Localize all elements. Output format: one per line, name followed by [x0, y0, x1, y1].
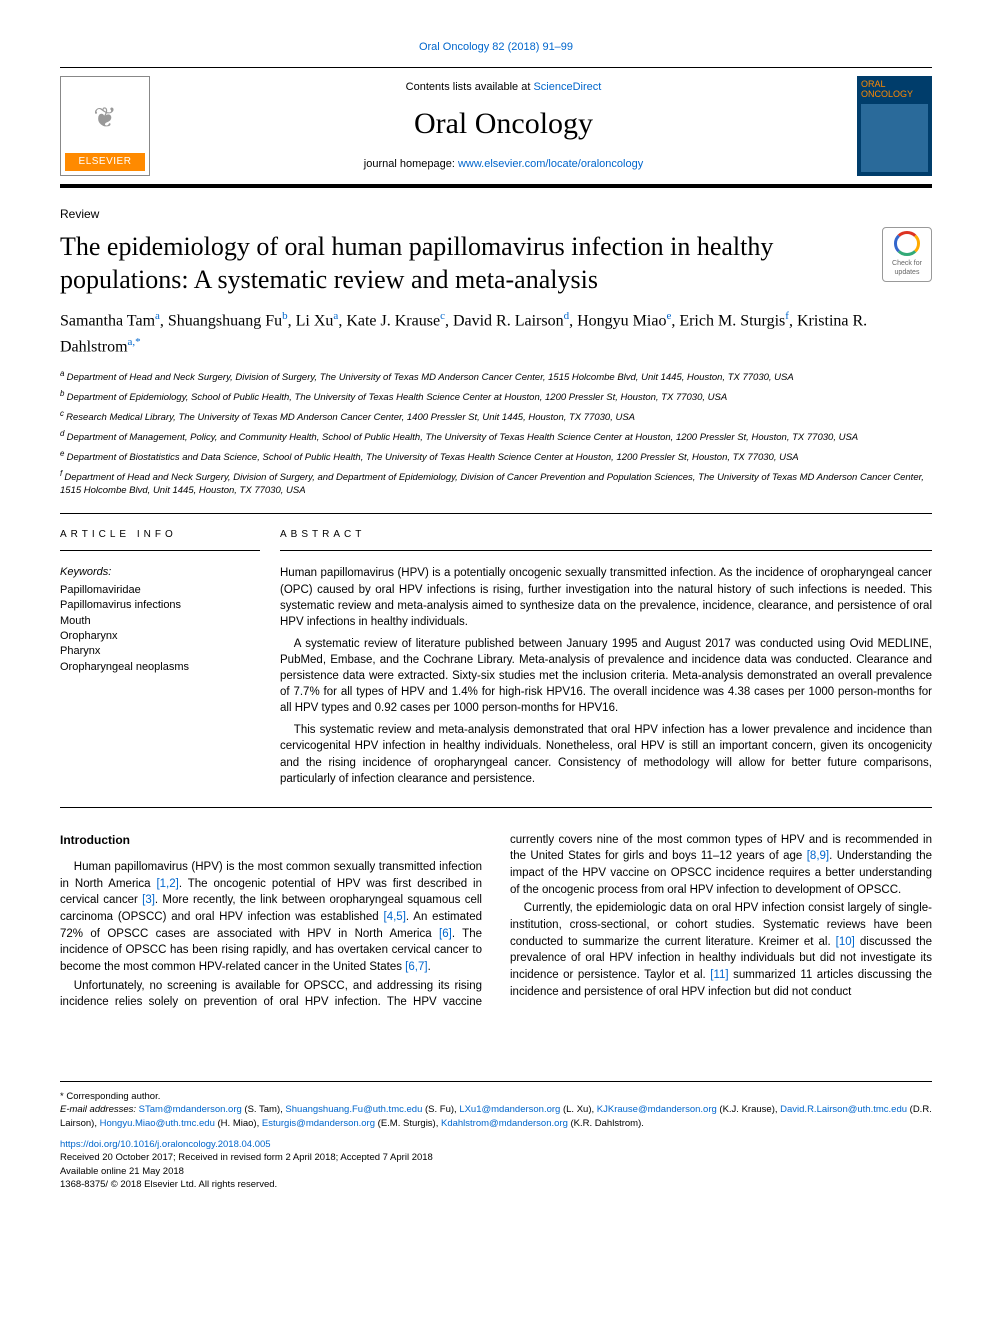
keywords-list: PapillomaviridaePapillomavirus infection…	[60, 583, 260, 675]
cover-image	[861, 104, 928, 172]
crossmark-label: Check for updates	[886, 259, 928, 279]
introduction-heading: Introduction	[60, 832, 482, 849]
abstract-paragraph: Human papillomavirus (HPV) is a potentia…	[280, 565, 932, 629]
email-link[interactable]: LXu1@mdanderson.org	[459, 1104, 560, 1115]
ref-link[interactable]: [1,2]	[156, 878, 178, 890]
doi-link[interactable]: https://doi.org/10.1016/j.oraloncology.2…	[60, 1138, 932, 1151]
email-author-label: (S. Tam),	[242, 1104, 286, 1115]
intro-p3: Currently, the epidemiologic data on ora…	[510, 900, 932, 1000]
author-affiliation-marker: a,*	[128, 336, 141, 348]
author: Hongyu Miao	[577, 313, 666, 330]
cover-title: ORAL ONCOLOGY	[861, 80, 928, 100]
journal-name: Oral Oncology	[165, 103, 842, 145]
email-author-label: (H. Miao),	[215, 1118, 262, 1129]
intro-p1: Human papillomavirus (HPV) is the most c…	[60, 859, 482, 976]
ref-link[interactable]: [10]	[836, 936, 855, 948]
article-body: Introduction Human papillomavirus (HPV) …	[60, 832, 932, 1011]
email-link[interactable]: Esturgis@mdanderson.org	[262, 1118, 375, 1129]
affiliation: b Department of Epidemiology, School of …	[60, 389, 932, 405]
keyword: Oropharynx	[60, 629, 260, 644]
journal-cover-thumbnail: ORAL ONCOLOGY	[857, 76, 932, 176]
author-affiliation-marker: d	[564, 310, 570, 322]
author: Li Xu	[296, 313, 334, 330]
ref-link[interactable]: [3]	[142, 894, 155, 906]
ref-link[interactable]: [6]	[439, 928, 452, 940]
email-link[interactable]: Kdahlstrom@mdanderson.org	[441, 1118, 568, 1129]
article-type: Review	[60, 206, 932, 223]
affiliation: c Research Medical Library, The Universi…	[60, 409, 932, 425]
author: Kate J. Krause	[346, 313, 440, 330]
keyword: Mouth	[60, 614, 260, 629]
email-label: E-mail addresses:	[60, 1104, 139, 1115]
keyword: Papillomavirus infections	[60, 598, 260, 613]
contents-prefix: Contents lists available at	[406, 81, 534, 93]
author-affiliation-marker: e	[666, 310, 671, 322]
crossmark-icon	[894, 231, 920, 255]
author-affiliation-marker: b	[282, 310, 288, 322]
homepage-line: journal homepage: www.elsevier.com/locat…	[165, 157, 842, 172]
ref-link[interactable]: [11]	[710, 969, 728, 981]
authors-list: Samantha Tama, Shuangshuang Fub, Li Xua,…	[60, 308, 932, 359]
abstract-paragraph: A systematic review of literature publis…	[280, 636, 932, 716]
keywords-label: Keywords:	[60, 565, 260, 580]
ref-link[interactable]: [8,9]	[807, 850, 829, 862]
email-link[interactable]: Shuangshuang.Fu@uth.tmc.edu	[285, 1104, 422, 1115]
author-affiliation-marker: f	[785, 310, 789, 322]
author-affiliation-marker: a	[333, 310, 338, 322]
keyword: Pharynx	[60, 644, 260, 659]
affiliation: e Department of Biostatistics and Data S…	[60, 449, 932, 465]
article-info-sidebar: ARTICLE INFO Keywords: PapillomaviridaeP…	[60, 514, 280, 806]
ref-link[interactable]: [6,7]	[405, 961, 427, 973]
elsevier-logo: ❦ ELSEVIER	[60, 76, 150, 176]
author: Samantha Tam	[60, 313, 155, 330]
email-link[interactable]: Hongyu.Miao@uth.tmc.edu	[100, 1118, 215, 1129]
article-info-heading: ARTICLE INFO	[60, 528, 260, 551]
email-link[interactable]: KJKrause@mdanderson.org	[597, 1104, 717, 1115]
elsevier-name: ELSEVIER	[65, 153, 145, 171]
email-author-label: (S. Fu),	[422, 1104, 459, 1115]
affiliation: f Department of Head and Neck Surgery, D…	[60, 469, 932, 498]
abstract: ABSTRACT Human papillomavirus (HPV) is a…	[280, 514, 932, 806]
email-link[interactable]: David.R.Lairson@uth.tmc.edu	[780, 1104, 907, 1115]
email-author-label: (L. Xu),	[560, 1104, 596, 1115]
crossmark-badge[interactable]: Check for updates	[882, 227, 932, 282]
email-author-label: (E.M. Sturgis),	[375, 1118, 441, 1129]
sciencedirect-link[interactable]: ScienceDirect	[533, 81, 601, 93]
keyword: Papillomaviridae	[60, 583, 260, 598]
journal-header: ❦ ELSEVIER Contents lists available at S…	[60, 67, 932, 188]
email-author-label: (K.J. Krause),	[717, 1104, 780, 1115]
article-footer: * Corresponding author. E-mail addresses…	[60, 1081, 932, 1191]
author-affiliation-marker: c	[440, 310, 445, 322]
abstract-paragraph: This systematic review and meta-analysis…	[280, 722, 932, 786]
journal-reference: Oral Oncology 82 (2018) 91–99	[60, 40, 932, 55]
keyword: Oropharyngeal neoplasms	[60, 660, 260, 675]
homepage-link[interactable]: www.elsevier.com/locate/oraloncology	[458, 158, 643, 170]
contents-available-line: Contents lists available at ScienceDirec…	[165, 80, 842, 95]
intro-text: .	[428, 961, 431, 973]
available-online: Available online 21 May 2018	[60, 1165, 932, 1178]
received-dates: Received 20 October 2017; Received in re…	[60, 1151, 932, 1164]
email-author-label: (K.R. Dahlstrom).	[568, 1118, 644, 1129]
author: Erich M. Sturgis	[679, 313, 785, 330]
article-title: The epidemiology of oral human papilloma…	[60, 231, 862, 296]
author-affiliation-marker: a	[155, 310, 160, 322]
ref-link[interactable]: [4,5]	[384, 911, 406, 923]
corresponding-author-note: * Corresponding author.	[60, 1090, 932, 1103]
abstract-heading: ABSTRACT	[280, 528, 932, 551]
email-link[interactable]: STam@mdanderson.org	[139, 1104, 242, 1115]
email-addresses-line: E-mail addresses: STam@mdanderson.org (S…	[60, 1103, 932, 1130]
affiliation: d Department of Management, Policy, and …	[60, 429, 932, 445]
author: David R. Lairson	[453, 313, 564, 330]
affiliation: a Department of Head and Neck Surgery, D…	[60, 369, 932, 385]
author: Shuangshuang Fu	[168, 313, 282, 330]
issn-copyright: 1368-8375/ © 2018 Elsevier Ltd. All righ…	[60, 1178, 932, 1191]
homepage-prefix: journal homepage:	[364, 158, 458, 170]
elsevier-tree-icon: ❦	[65, 81, 145, 153]
